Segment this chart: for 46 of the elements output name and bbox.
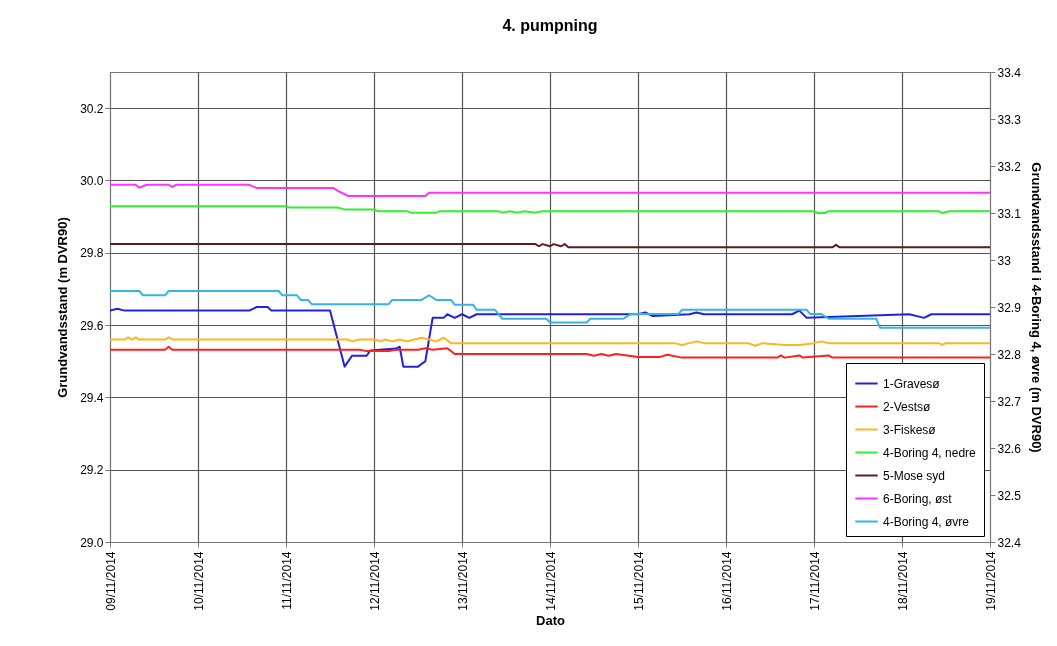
y-tick-label: 29.4 <box>80 390 104 405</box>
y2-axis-title: Grundvandsstand i 4-Boring 4, øvre (m DVR90) <box>1028 162 1044 453</box>
y-tick-label: 29.0 <box>80 535 104 550</box>
x-tick-label: 12/11/2014 <box>367 551 382 611</box>
y2-tick-label: 32.4 <box>997 535 1022 550</box>
line-series <box>110 183 990 198</box>
x-tick-label: 16/11/2014 <box>719 551 734 611</box>
y2-tick-label: 32.7 <box>997 394 1022 409</box>
line-series <box>110 205 990 214</box>
line-series <box>110 290 990 329</box>
y-tick-label: 30.0 <box>80 173 104 188</box>
line-series <box>110 306 990 368</box>
y2-tick-label: 33 <box>997 253 1012 268</box>
x-tick-label: 13/11/2014 <box>455 551 470 611</box>
x-tick-label: 14/11/2014 <box>543 551 558 611</box>
legend-label: 3-Fiskesø <box>883 422 937 437</box>
y-tick-label: 29.2 <box>80 463 104 478</box>
x-tick-label: 11/11/2014 <box>279 551 294 610</box>
x-tick-label: 19/11/2014 <box>983 551 998 611</box>
y-tick-label: 30.2 <box>80 101 104 116</box>
y2-tick-label: 32.5 <box>997 488 1022 503</box>
x-axis-title: Dato <box>536 612 565 628</box>
legend-label: 4-Boring 4, øvre <box>883 514 970 529</box>
line-series <box>110 336 990 347</box>
y2-tick-label: 32.9 <box>997 300 1022 315</box>
y2-tick-label: 33.4 <box>997 65 1022 80</box>
y2-tick-label: 32.8 <box>997 347 1022 362</box>
legend-label: 5-Mose syd <box>883 468 946 483</box>
y2-tick-label: 32.6 <box>997 441 1022 456</box>
y-tick-label: 29.8 <box>80 246 104 261</box>
legend-label: 1-Gravesø <box>883 376 941 391</box>
legend-label: 6-Boring, øst <box>883 491 953 506</box>
x-tick-label: 15/11/2014 <box>631 551 646 611</box>
y2-tick-label: 33.3 <box>997 112 1022 127</box>
y2-tick-label: 33.1 <box>997 206 1022 221</box>
line-series <box>110 345 990 359</box>
x-tick-label: 09/11/2014 <box>103 551 118 611</box>
y-tick-label: 29.6 <box>80 318 104 333</box>
chart-title: 4. pumpning <box>502 17 598 34</box>
x-tick-label: 18/11/2014 <box>895 551 910 611</box>
y-axis-title: Grundvandsstand (m DVR90) <box>55 217 71 398</box>
x-tick-label: 17/11/2014 <box>807 551 822 611</box>
y2-tick-label: 33.2 <box>997 159 1022 174</box>
legend-label: 2-Vestsø <box>883 399 932 414</box>
legend-label: 4-Boring 4, nedre <box>883 445 977 460</box>
x-tick-label: 10/11/2014 <box>191 551 206 611</box>
